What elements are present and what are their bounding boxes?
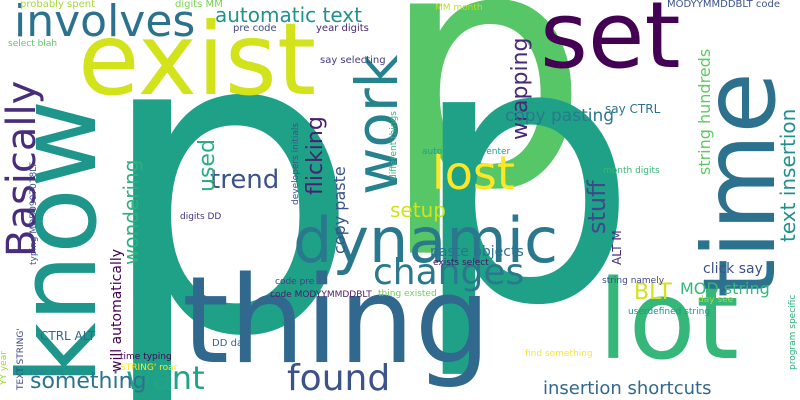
cloud-word: flicking (303, 116, 328, 195)
cloud-word: MOD string (680, 279, 770, 298)
cloud-word: want (126, 359, 205, 397)
cloud-word: year digits (316, 23, 369, 34)
cloud-word: lost (432, 146, 515, 200)
cloud-word: copy paste (330, 166, 349, 254)
cloud-word: dynamic (293, 204, 559, 277)
cloud-word: BLT (634, 280, 672, 305)
cloud-word: MM month (435, 3, 483, 13)
cloud-word: code pre (275, 277, 315, 287)
cloud-word: p (95, 0, 362, 400)
cloud-word: string namely (602, 276, 665, 286)
cloud-word: used (195, 139, 220, 192)
cloud-word: digits DD (180, 212, 222, 222)
cloud-word: time typing (120, 352, 172, 362)
cloud-word: select blah (8, 39, 58, 49)
cloud-word: stuff (583, 180, 611, 234)
cloud-word: involves (14, 0, 196, 47)
cloud-word: MODYYMMDDBLT code (667, 0, 780, 10)
cloud-word: find something (525, 349, 593, 359)
cloud-word: thing existed (378, 289, 437, 299)
cloud-word: insertion shortcuts (543, 378, 712, 399)
cloud-word: setup (390, 198, 446, 222)
cloud-word: DD day (212, 338, 249, 349)
cloud-word: month digits (603, 166, 660, 176)
cloud-word: something (30, 369, 147, 394)
cloud-word: say selecting (320, 55, 386, 66)
cloud-word: CTRL ALT (40, 329, 96, 343)
cloud-word: p (410, 0, 639, 384)
cloud-word: lot (598, 256, 739, 384)
cloud-word: paste objects (430, 244, 524, 260)
cloud-word: automatic text (215, 3, 362, 27)
cloud-word: STRING' roar (120, 363, 178, 373)
cloud-word: digits MM (175, 0, 223, 10)
cloud-word: day see (698, 295, 734, 305)
cloud-word: ALT M (610, 230, 624, 265)
cloud-word: pre code (233, 23, 277, 34)
cloud-word: userdefined string (628, 307, 711, 317)
cloud-word: YY year (0, 351, 9, 385)
cloud-word: exist (78, 1, 317, 118)
cloud-word: found (287, 358, 391, 399)
cloud-word: TEXT STRING' (16, 328, 26, 390)
cloud-word: click say (703, 261, 763, 277)
cloud-word: say CTRL (605, 102, 661, 116)
cloud-word: p (380, 0, 590, 262)
cloud-word: probably spent (20, 0, 96, 10)
cloud-word: set (540, 0, 681, 89)
cloud-word: roar etc (30, 368, 66, 378)
cloud-word: typing MOD0907018LT (29, 162, 39, 265)
cloud-word: code MODYYMMDDBLT (270, 290, 372, 300)
cloud-word: text insertion (776, 108, 800, 242)
cloud-word: exists select (433, 258, 489, 268)
cloud-word: program specific (788, 294, 798, 370)
cloud-word: trend (210, 165, 280, 195)
cloud-word: changes (373, 252, 525, 293)
cloud-word: string hundreds (695, 48, 714, 175)
cloud-word: copy pasting (505, 106, 615, 126)
cloud-word: developers initials (291, 122, 301, 205)
cloud-word: automatically enter (422, 147, 511, 157)
cloud-word: thing (182, 252, 491, 391)
cloud-word: different things (389, 111, 399, 180)
